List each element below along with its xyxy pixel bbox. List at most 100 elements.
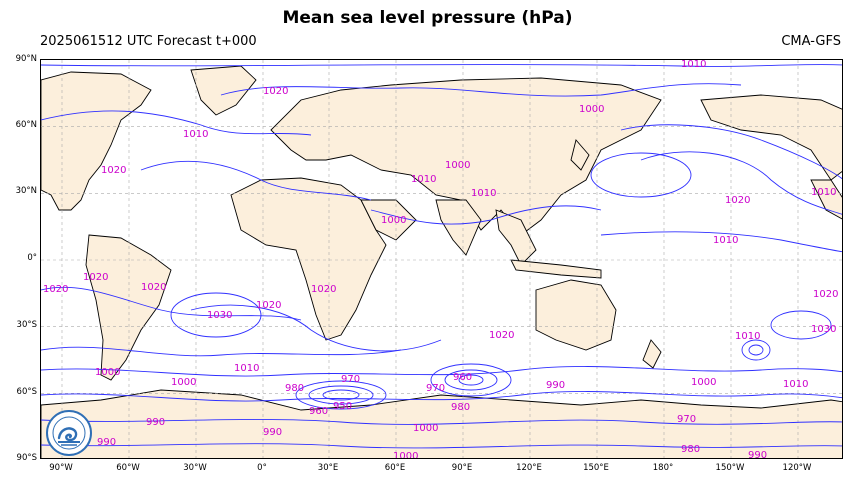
isobar-label: 990 — [146, 417, 165, 428]
isobar-label: 1010 — [411, 174, 436, 185]
lat-label: 30°N — [15, 186, 37, 196]
lat-label: 0° — [27, 253, 37, 263]
isobar-label: 960 — [309, 406, 328, 417]
landmass-alaska — [700, 94, 842, 181]
isobar-line — [220, 83, 742, 97]
isobar-label: 1020 — [489, 330, 514, 341]
isobar-line — [41, 366, 842, 377]
isobar-low — [748, 344, 764, 356]
isobar-label: 1020 — [725, 195, 750, 206]
isobar-label: 1000 — [445, 160, 470, 171]
isobar-line — [41, 346, 402, 357]
isobar-label: 1020 — [813, 289, 838, 300]
isobar-low — [308, 385, 374, 405]
landmass-south-america — [85, 234, 172, 381]
isobar-low — [322, 389, 360, 401]
isobar-label: 1000 — [95, 367, 120, 378]
forecast-run-label: 2025061512 UTC Forecast t+000 — [40, 34, 257, 49]
isobar-label: 990 — [97, 437, 116, 448]
isobar-label: 1020 — [263, 86, 288, 97]
lon-label: 150°E — [583, 463, 609, 473]
isobar-label: 1030 — [207, 310, 232, 321]
isobar-line — [41, 391, 842, 402]
landmass-arabia — [360, 199, 417, 241]
isobar-line — [140, 160, 372, 201]
model-name-label: CMA-GFS — [781, 34, 841, 49]
graticule — [41, 60, 842, 458]
isobar-label: 970 — [341, 374, 360, 385]
isobar-label: 1000 — [381, 215, 406, 226]
cma-logo-icon — [46, 410, 92, 456]
map-canvas: 1010 1020 1000 1010 1020 1010 1000 1010 … — [40, 59, 843, 459]
isobar-high — [170, 292, 262, 338]
landmasses — [41, 65, 842, 458]
isobar-label: 990 — [748, 450, 767, 459]
lat-label: 90°N — [15, 54, 37, 64]
landmass-north-america — [41, 71, 152, 211]
isobar-high — [590, 152, 692, 198]
landmass-north-america-east — [810, 179, 842, 220]
lat-label: 30°S — [16, 320, 37, 330]
isobar-line — [41, 443, 842, 449]
isobar-line — [370, 205, 602, 225]
landmass-greenland — [190, 65, 257, 116]
isobar-label: 1000 — [691, 377, 716, 388]
isobar-line — [41, 64, 842, 67]
isobar-label: 990 — [263, 427, 282, 438]
map-title: Mean sea level pressure (hPa) — [282, 8, 573, 28]
isobar-label: 1010 — [471, 188, 496, 199]
landmass-africa — [230, 177, 387, 341]
isobar-line — [41, 418, 842, 425]
isobar-label: 1000 — [171, 377, 196, 388]
isobar-low — [741, 339, 771, 361]
isobars — [41, 64, 842, 449]
isobar-label: 960 — [453, 372, 472, 383]
isobar-label: 1000 — [413, 423, 438, 434]
isobar-label: 1010 — [811, 187, 836, 198]
isobar-label: 980 — [285, 383, 304, 394]
isobar-label: 1020 — [101, 165, 126, 176]
lat-label: 60°S — [16, 387, 37, 397]
landmass-japan — [570, 139, 590, 171]
isobar-label: 1020 — [311, 284, 336, 295]
isobar-low — [458, 374, 484, 386]
isobar-label: 1010 — [234, 363, 259, 374]
isobar-label: 1010 — [783, 379, 808, 390]
map-svg: 1010 1020 1000 1010 1020 1010 1000 1010 … — [41, 60, 842, 459]
isobar-low — [295, 380, 387, 410]
lon-label: 90°W — [49, 463, 73, 473]
isobar-label: 1000 — [393, 451, 418, 459]
isobar-line — [600, 231, 842, 253]
lon-label: 180° — [652, 463, 674, 473]
isobar-line — [620, 124, 842, 180]
landmass-australia — [535, 279, 617, 351]
isobar-label: 1030 — [811, 324, 836, 335]
lat-label: 90°S — [16, 453, 37, 463]
lon-label: 0° — [257, 463, 267, 473]
isobar-label: 1020 — [43, 284, 68, 295]
lon-label: 30°E — [317, 463, 339, 473]
lon-label: 120°E — [516, 463, 542, 473]
isobar-label: 990 — [546, 380, 565, 391]
lon-label: 60°E — [384, 463, 406, 473]
isobar-label: 1020 — [141, 282, 166, 293]
isobar-line — [41, 110, 312, 136]
isobar-high — [770, 310, 832, 340]
lon-label: 30°W — [183, 463, 207, 473]
isobar-label: 1020 — [256, 300, 281, 311]
lon-label: 60°W — [116, 463, 140, 473]
isobar-low — [430, 363, 512, 397]
lat-label: 60°N — [15, 120, 37, 130]
landmass-new-zealand — [642, 339, 662, 369]
isobar-label: 1010 — [183, 129, 208, 140]
isobar-low — [444, 369, 498, 391]
isobar-label: 980 — [681, 444, 700, 455]
isobar-label: 980 — [451, 402, 470, 413]
isobar-line — [41, 286, 302, 321]
landmass-indonesia — [510, 259, 602, 279]
isobar-label: 1000 — [579, 104, 604, 115]
lon-label: 120°W — [782, 463, 812, 473]
isobar-label: 970 — [426, 383, 445, 394]
isobar-line — [640, 151, 842, 215]
isobar-label: 1020 — [83, 272, 108, 283]
